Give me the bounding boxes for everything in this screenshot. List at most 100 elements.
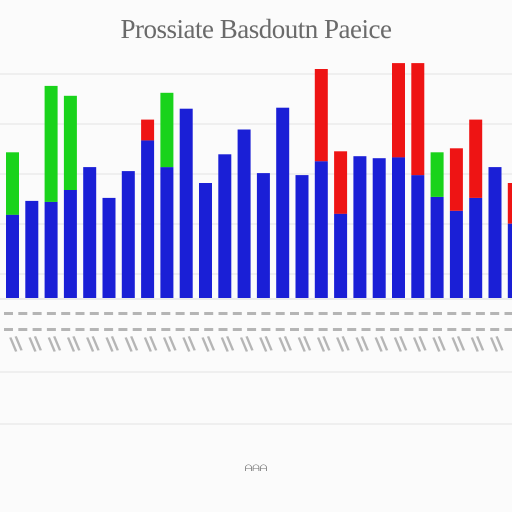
bar-3-series-1 xyxy=(44,201,58,298)
x-tick-label-23: \\ xyxy=(432,333,448,357)
tick-mark-row2-17 xyxy=(232,328,242,331)
bar-20-series-1 xyxy=(372,158,386,298)
tick-mark-row1-24 xyxy=(332,312,342,315)
tick-mark-row1-23 xyxy=(318,312,328,315)
bar-26-series-1 xyxy=(488,167,502,298)
tick-mark-row1-19 xyxy=(261,312,271,315)
tick-mark-row1-7 xyxy=(89,312,99,315)
tick-mark-row1-36 xyxy=(504,312,512,315)
tick-mark-row2-19 xyxy=(261,328,271,331)
bar-18-series-3 xyxy=(334,151,348,214)
bar-21-series-1 xyxy=(392,157,405,298)
bar-6-series-1 xyxy=(102,197,116,298)
bar-9-series-1 xyxy=(160,167,174,298)
tick-mark-row1-20 xyxy=(275,312,285,315)
bar-15-series-1 xyxy=(276,107,290,298)
tick-mark-row1-10 xyxy=(132,312,142,315)
tick-mark-row1-31 xyxy=(433,312,442,315)
x-tick-label-2: \\ xyxy=(28,333,44,357)
bar-19-series-1 xyxy=(353,156,367,298)
bar-25-series-1 xyxy=(469,197,483,298)
x-tick-label-1: \\ xyxy=(8,333,24,357)
bar-4-series-1 xyxy=(63,189,77,298)
tick-mark-row1-2 xyxy=(18,312,28,315)
bar-21-series-3 xyxy=(392,63,405,158)
tick-mark-row1-1 xyxy=(4,312,13,315)
tick-mark-row1-27 xyxy=(375,312,385,315)
tick-mark-row2-8 xyxy=(104,328,114,331)
tick-mark-row2-11 xyxy=(147,328,156,331)
tick-mark-row1-12 xyxy=(161,312,171,315)
bar-11-series-1 xyxy=(199,183,212,298)
chart-title: Prossiate Basdoutn Paeice xyxy=(120,14,392,44)
tick-mark-row2-29 xyxy=(404,328,414,331)
x-tick-label-10: \\ xyxy=(182,333,198,357)
tick-mark-row1-14 xyxy=(189,312,199,315)
tick-mark-row2-24 xyxy=(332,328,342,331)
tick-mark-row1-22 xyxy=(304,312,314,315)
bar-3-series-2 xyxy=(44,85,58,202)
tick-mark-row1-21 xyxy=(290,312,299,315)
x-tick-label-24: \\ xyxy=(451,333,467,357)
tick-mark-row2-12 xyxy=(161,328,171,331)
x-tick-label-16: \\ xyxy=(297,333,313,357)
tick-mark-row1-26 xyxy=(361,312,371,315)
tick-mark-row2-26 xyxy=(361,328,371,331)
bar-23-series-1 xyxy=(430,196,444,298)
tick-mark-row1-11 xyxy=(147,312,156,315)
bar-18-series-1 xyxy=(334,213,348,298)
tick-mark-row2-13 xyxy=(175,328,185,331)
bar-24-series-1 xyxy=(449,210,463,298)
tick-mark-row1-9 xyxy=(118,312,128,315)
x-tick-label-19: \\ xyxy=(355,333,371,357)
x-tick-label-7: \\ xyxy=(124,333,140,357)
footer-label: ᗩᗩᗩ xyxy=(244,463,268,473)
tick-mark-row2-31 xyxy=(433,328,442,331)
tick-mark-row1-4 xyxy=(46,312,56,315)
bar-14-series-1 xyxy=(256,173,270,298)
x-tick-label-5: \\ xyxy=(85,333,101,357)
tick-mark-row1-17 xyxy=(232,312,242,315)
bar-2-series-1 xyxy=(25,200,39,298)
x-tick-label-13: \\ xyxy=(239,333,255,357)
tick-mark-row1-8 xyxy=(104,312,114,315)
tick-mark-row2-33 xyxy=(461,328,471,331)
bar-17-series-3 xyxy=(314,69,328,162)
tick-mark-row2-6 xyxy=(75,328,85,331)
tick-mark-row1-3 xyxy=(32,312,42,315)
tick-mark-row2-23 xyxy=(318,328,328,331)
tick-mark-row1-28 xyxy=(390,312,400,315)
bar-24-series-3 xyxy=(449,148,463,211)
tick-mark-row2-20 xyxy=(275,328,285,331)
tick-mark-row2-2 xyxy=(18,328,28,331)
tick-mark-row2-21 xyxy=(290,328,299,331)
bar-25-series-3 xyxy=(469,119,483,198)
x-tick-label-26: \\ xyxy=(489,333,505,357)
tick-mark-row2-34 xyxy=(475,328,485,331)
x-tick-label-6: \\ xyxy=(105,333,121,357)
tick-mark-row2-32 xyxy=(447,328,457,331)
x-tick-label-15: \\ xyxy=(278,333,294,357)
x-tick-label-22: \\ xyxy=(412,333,428,357)
bar-27-series-3 xyxy=(507,183,512,224)
tick-mark-row2-10 xyxy=(132,328,142,331)
tick-mark-row1-18 xyxy=(247,312,257,315)
bar-8-series-1 xyxy=(141,140,155,298)
tick-mark-row1-35 xyxy=(490,312,500,315)
bar-8-series-3 xyxy=(141,119,155,141)
bar-12-series-1 xyxy=(218,154,232,298)
x-tick-label-9: \\ xyxy=(162,333,178,357)
bar-4-series-2 xyxy=(63,95,77,190)
tick-mark-row2-14 xyxy=(189,328,199,331)
tick-mark-row1-30 xyxy=(418,312,428,315)
tick-mark-row2-25 xyxy=(347,328,357,331)
bar-22-series-3 xyxy=(411,63,425,176)
bar-1-series-2 xyxy=(6,152,19,215)
bar-13-series-1 xyxy=(237,129,251,298)
x-tick-label-20: \\ xyxy=(374,333,390,357)
tick-mark-row1-29 xyxy=(404,312,414,315)
bar-27-series-1 xyxy=(507,223,512,298)
tick-mark-row2-3 xyxy=(32,328,42,331)
tick-mark-row2-22 xyxy=(304,328,314,331)
